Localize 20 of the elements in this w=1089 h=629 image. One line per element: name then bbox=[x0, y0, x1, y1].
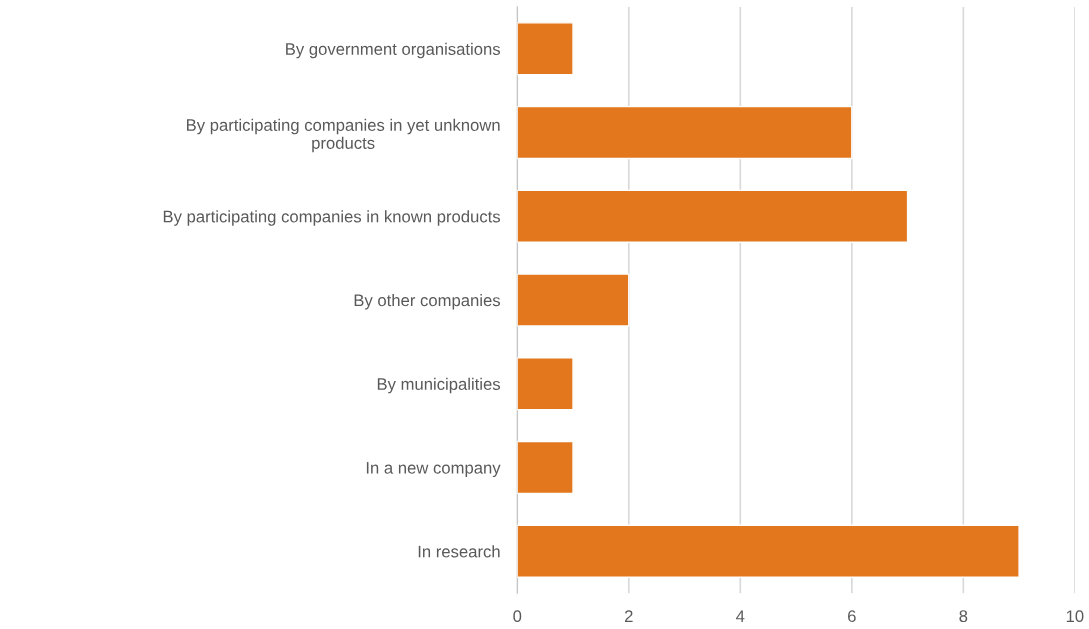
x-tick-label: 8 bbox=[959, 610, 968, 623]
bar bbox=[517, 189, 909, 243]
y-tick-label: In research bbox=[418, 545, 500, 558]
x-tick-label: 4 bbox=[736, 610, 745, 622]
y-tick-label: By participating companies in known products bbox=[163, 210, 501, 226]
bar bbox=[517, 524, 1020, 578]
bar bbox=[517, 105, 853, 160]
y-tick-label: By municipalities bbox=[377, 377, 501, 394]
x-tick-label: 0 bbox=[513, 610, 522, 623]
x-tick-label: 10 bbox=[1066, 610, 1084, 623]
y-tick-label: In a new company bbox=[366, 462, 501, 478]
bar bbox=[517, 273, 630, 327]
x-tick-label: 6 bbox=[848, 610, 856, 623]
bar bbox=[517, 357, 574, 411]
y-tick-label: By government organisations bbox=[286, 42, 501, 59]
bar bbox=[517, 22, 574, 76]
x-tick-label: 2 bbox=[624, 610, 633, 622]
y-tick-label: By other companies bbox=[354, 293, 501, 310]
y-tick-label: By participating companies in yet unknown products bbox=[187, 118, 500, 153]
bar bbox=[517, 440, 574, 495]
